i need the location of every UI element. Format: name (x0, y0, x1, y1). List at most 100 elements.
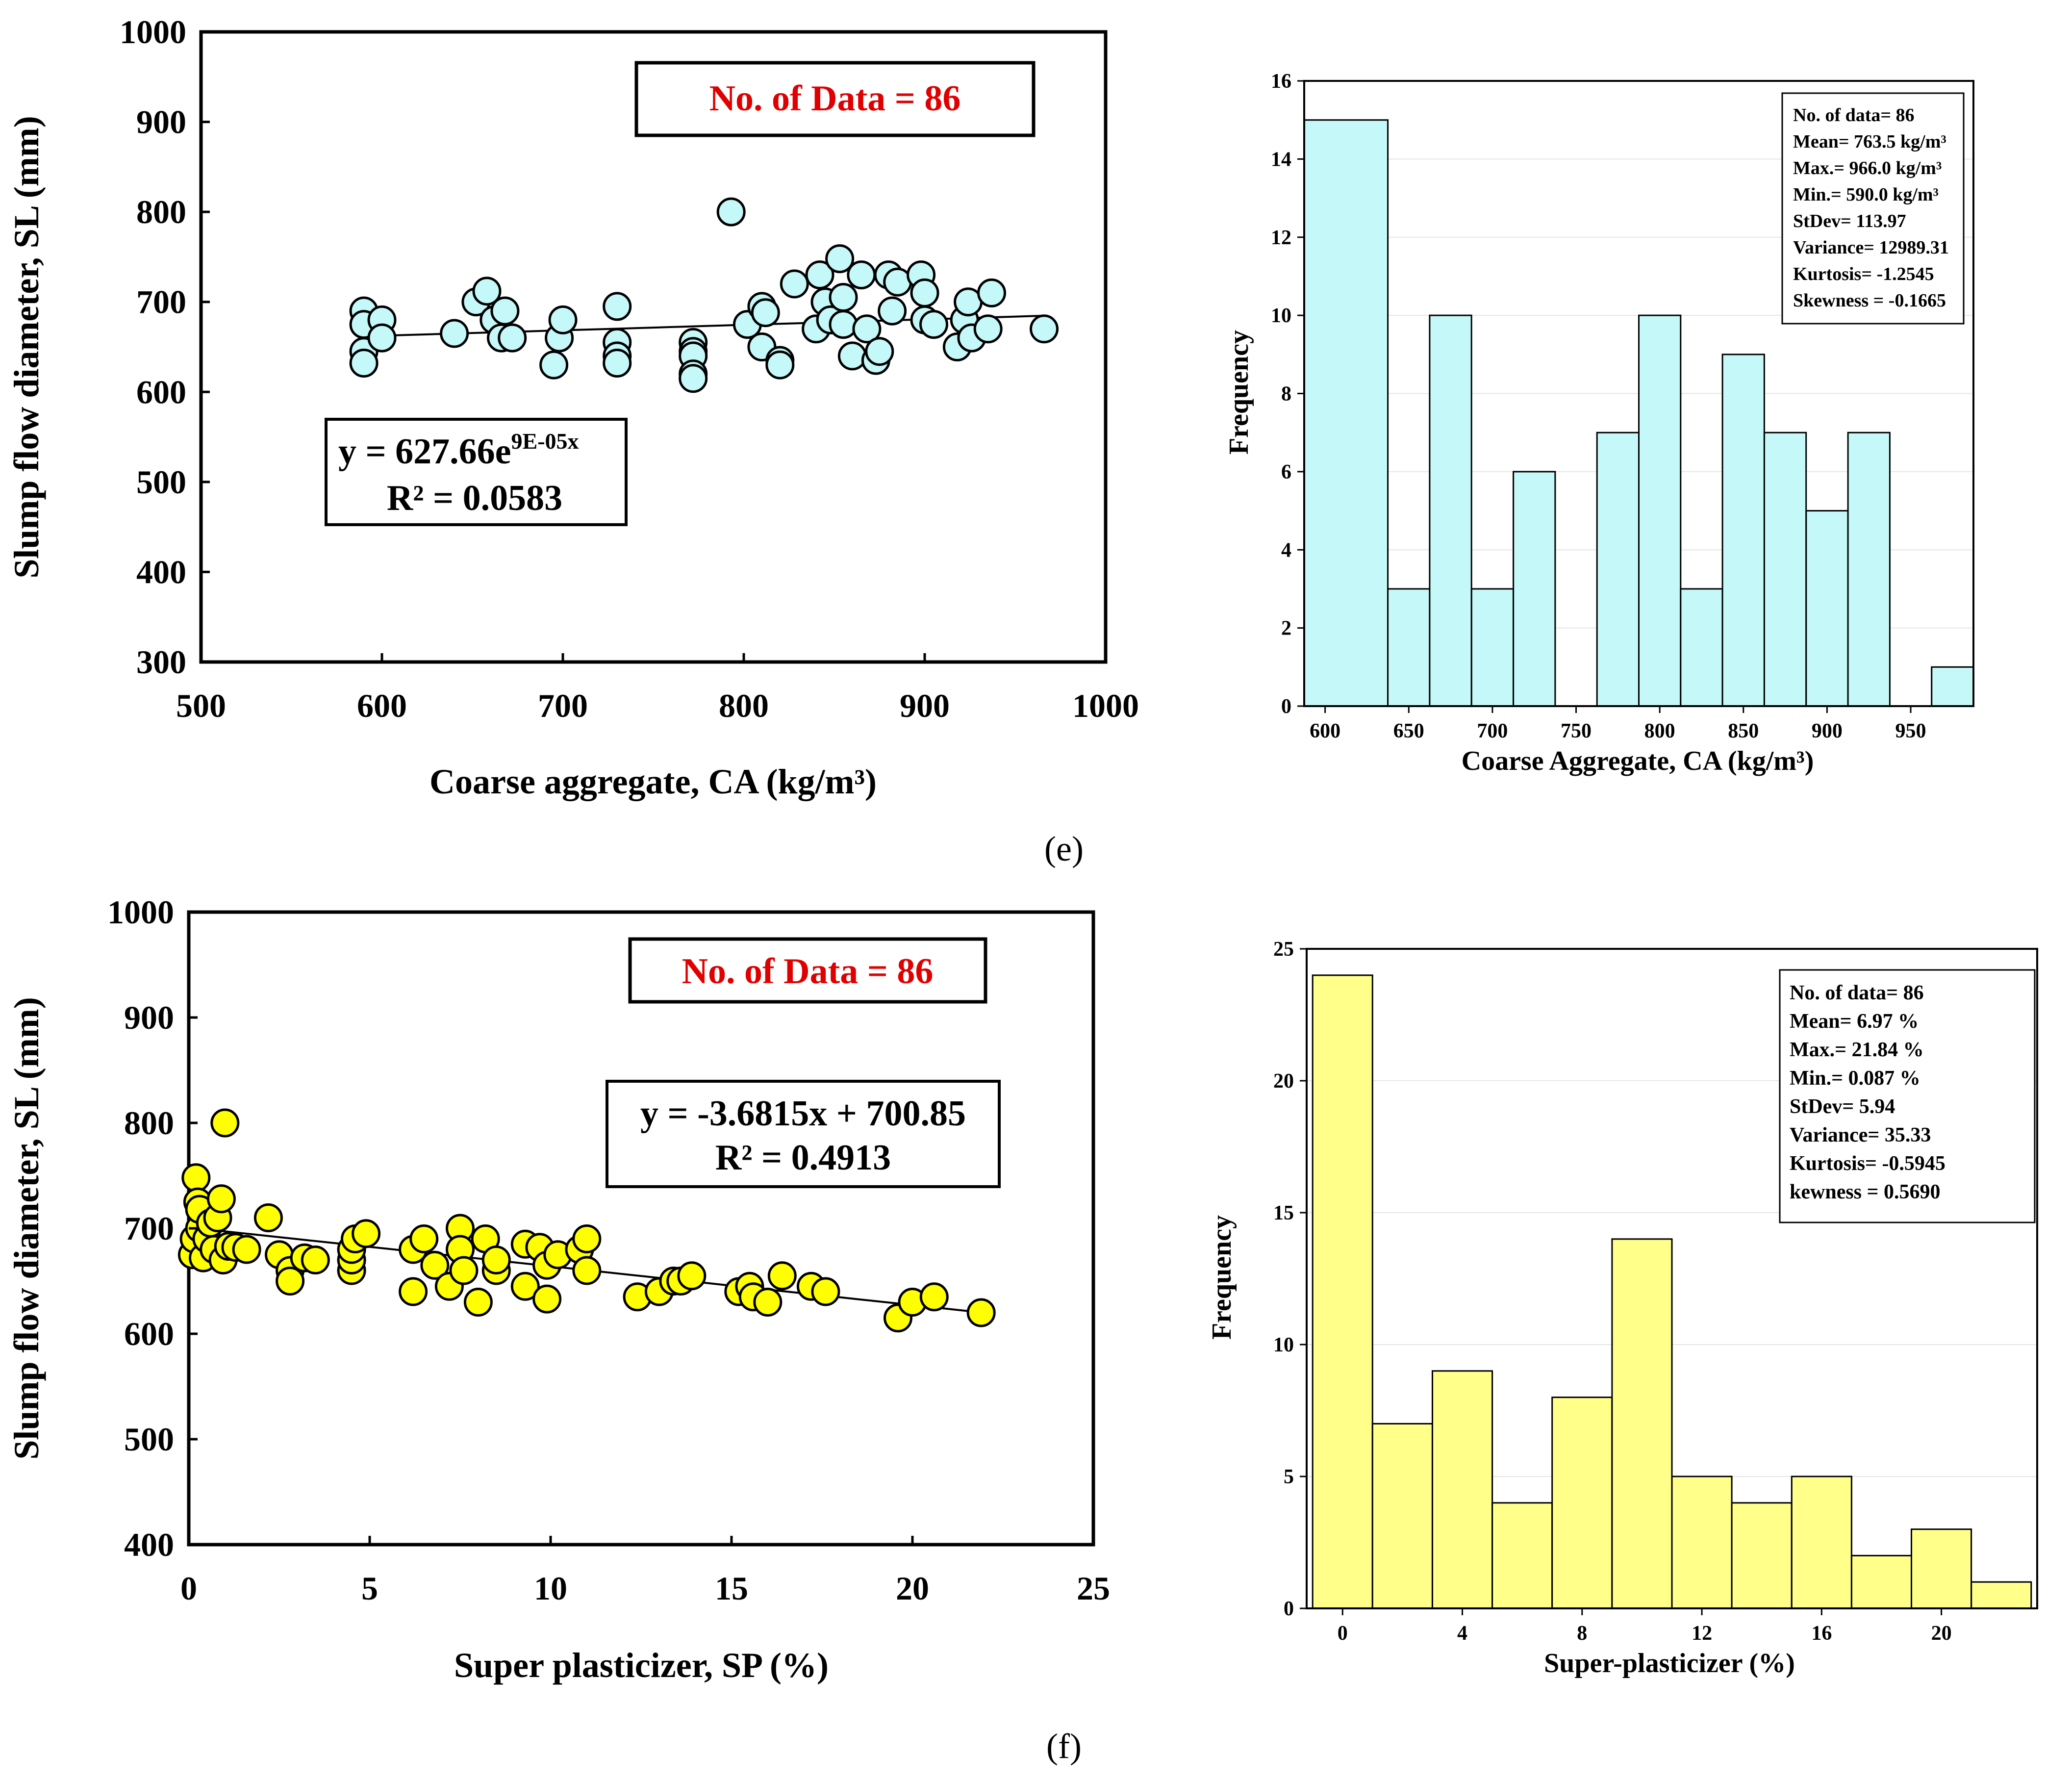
data-point (603, 292, 632, 321)
data-point (919, 310, 948, 339)
data-point (837, 341, 867, 371)
data-point (181, 1163, 211, 1193)
x-tick-label: 700 (1477, 720, 1508, 742)
y-tick-label: 5 (1284, 1466, 1294, 1488)
data-point (210, 1108, 240, 1138)
histogram-bar (1847, 432, 1891, 707)
data-point (498, 323, 527, 353)
data-point (232, 1235, 261, 1264)
y-tick-label: 1000 (107, 893, 174, 931)
x-axis-label: Super plasticizer, SP (%) (454, 1646, 829, 1685)
x-tick-label: 600 (1310, 720, 1340, 742)
data-point (276, 1267, 305, 1296)
data-point (977, 278, 1006, 307)
data-point (420, 1250, 450, 1280)
y-tick-label: 0 (1281, 695, 1291, 718)
data-point (753, 1288, 783, 1317)
r-squared-label: R² = 0.4913 (715, 1138, 891, 1178)
stats-line: Max.= 966.0 kg/m³ (1793, 158, 1942, 178)
data-point (829, 310, 858, 339)
equation-box (325, 418, 628, 526)
x-tick-label: 10 (534, 1570, 567, 1607)
data-point (910, 278, 939, 307)
y-tick-label: 10 (1271, 305, 1291, 327)
x-tick-label: 950 (1895, 720, 1926, 742)
x-tick-label: 20 (896, 1570, 929, 1607)
histogram-bar (1763, 432, 1807, 707)
data-point (510, 1271, 540, 1301)
data-point (409, 1224, 439, 1253)
histogram-bar (1371, 1423, 1433, 1609)
r-squared-label: R² = 0.0583 (387, 478, 562, 518)
x-tick-label: 850 (1728, 720, 1759, 742)
data-point (847, 260, 876, 290)
stats-line: kewness = 0.5690 (1790, 1181, 1940, 1203)
y-tick-label: 900 (124, 999, 174, 1036)
y-tick-label: 12 (1271, 227, 1291, 249)
histogram-bar (1596, 432, 1640, 707)
y-tick-label: 400 (136, 553, 186, 590)
scatter-chart-super-plasticizer: 0 5 10 15 20 25 400 500 600 700 800 900 1000 Super … (7, 893, 1110, 1685)
y-tick-label: 16 (1271, 70, 1291, 93)
data-point (472, 277, 502, 306)
data-point (973, 314, 1003, 344)
plot-frame (1306, 948, 2038, 1609)
data-point (481, 1246, 511, 1274)
y-tick-label: 10 (1273, 1334, 1294, 1356)
y-tick-label: 600 (136, 373, 186, 410)
data-point (805, 260, 834, 290)
y-tick-label: 6 (1281, 461, 1291, 483)
y-tick-label: 25 (1273, 938, 1294, 961)
data-point (572, 1224, 602, 1253)
stats-line: Kurtosis= -1.2545 (1793, 264, 1934, 284)
data-point (490, 296, 520, 326)
histogram-coarse-aggregate: 600 650 700 750 800 850 900 950 0 2 4 6 8 10 12 14 16 C… (1224, 70, 1974, 776)
y-tick-label: 4 (1281, 539, 1291, 561)
histogram-bar (1791, 1475, 1852, 1609)
y-tick-label: 300 (136, 643, 186, 681)
stats-line: StDev= 113.97 (1793, 211, 1906, 231)
plot-frame (187, 910, 1095, 1547)
data-point (572, 1256, 602, 1285)
y-tick-label: 1000 (120, 13, 186, 51)
equation-exponent: 9E-05x (511, 429, 579, 454)
histogram-bar (1805, 510, 1849, 707)
y-tick-label: 2 (1281, 617, 1291, 640)
x-tick-label: 500 (176, 687, 226, 724)
histogram-bar (1911, 1528, 1972, 1609)
data-point (852, 314, 882, 344)
data-point (367, 323, 397, 353)
panel-label-f: (f) (1046, 1727, 1082, 1766)
data-point (603, 349, 632, 378)
stats-line: Skewness = -0.1665 (1793, 290, 1946, 311)
histogram-bar (1470, 588, 1515, 707)
y-axis-label: Slump flow diameter, SL (mm) (7, 116, 46, 578)
y-tick-label: 0 (1284, 1598, 1294, 1620)
histogram-bar (1850, 1554, 1912, 1609)
histogram-bar (1931, 666, 1974, 707)
stats-line: Min.= 0.087 % (1790, 1067, 1920, 1090)
y-tick-label: 8 (1281, 383, 1291, 406)
data-count-label: No. of Data = 86 (682, 951, 934, 992)
data-count-box (628, 937, 987, 1004)
stats-line: Variance= 35.33 (1790, 1124, 1931, 1146)
x-axis-label: Coarse aggregate, CA (kg/m³) (430, 762, 877, 801)
stats-line: No. of data= 86 (1790, 982, 1924, 1004)
data-point (966, 1298, 996, 1327)
histogram-bar (1731, 1502, 1793, 1609)
x-tick-label: 900 (900, 687, 950, 724)
histogram-bar (1432, 1370, 1493, 1609)
scatter-chart-coarse-aggregate: 500 600 700 800 900 1000 300 400 500 600 700 800 90… (7, 13, 1139, 801)
x-tick-label: 5 (361, 1570, 378, 1607)
data-point (463, 1288, 493, 1317)
histogram-bar (1611, 1238, 1673, 1609)
data-point (253, 1203, 283, 1232)
histogram-bar (1387, 588, 1431, 707)
data-point (765, 350, 795, 380)
y-tick-label: 800 (124, 1104, 174, 1142)
data-point (532, 1284, 562, 1314)
data-point (399, 1277, 428, 1306)
y-tick-label: 600 (124, 1315, 174, 1352)
data-count-box (634, 61, 1036, 137)
x-tick-label: 12 (1692, 1622, 1712, 1645)
